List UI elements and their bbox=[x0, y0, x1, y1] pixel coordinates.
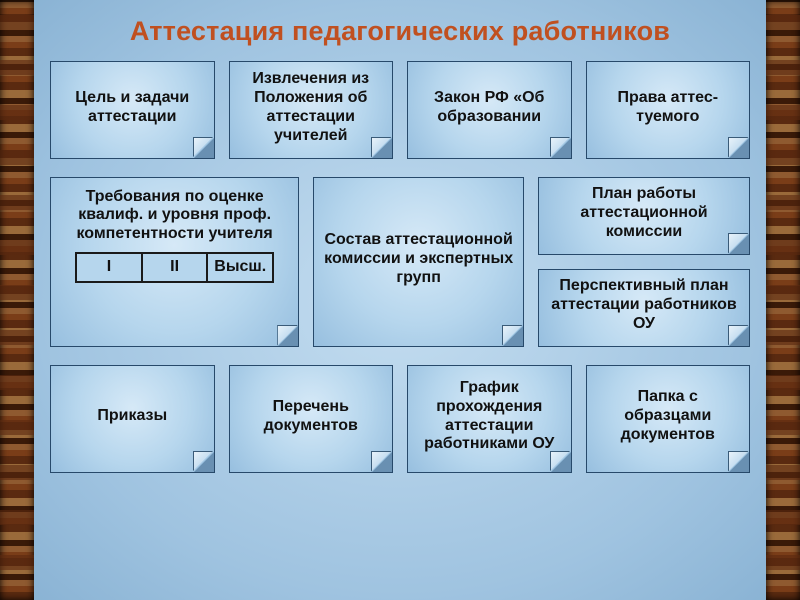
card-label: Цель и задачи аттестации bbox=[59, 89, 206, 127]
card-label: Приказы bbox=[97, 407, 167, 426]
card-label: Состав аттестационной комиссии и эксперт… bbox=[322, 231, 515, 288]
card-label: Права аттес-туемого bbox=[595, 89, 742, 127]
card-label: План работы аттестационной комиссии bbox=[547, 185, 741, 242]
card-sample-folder[interactable]: Папка с образцами документов bbox=[586, 365, 751, 473]
ornamental-border-right bbox=[766, 0, 800, 600]
card-document-list[interactable]: Перечень документов bbox=[229, 365, 394, 473]
row-3: Приказы Перечень документов График прохо… bbox=[50, 365, 750, 473]
card-requirements[interactable]: Требования по оценке квалиф. и уровня пр… bbox=[50, 177, 299, 347]
row-1: Цель и задачи аттестации Извлечения из П… bbox=[50, 61, 750, 159]
card-commission-plan[interactable]: План работы аттестационной комиссии bbox=[538, 177, 750, 255]
card-label: Перспективный план аттестации работников… bbox=[547, 277, 741, 334]
card-schedule[interactable]: График прохождения аттестации работникам… bbox=[407, 365, 572, 473]
card-rights[interactable]: Права аттес-туемого bbox=[586, 61, 751, 159]
card-goals[interactable]: Цель и задачи аттестации bbox=[50, 61, 215, 159]
card-perspective-plan[interactable]: Перспективный план аттестации работников… bbox=[538, 269, 750, 347]
card-law-rf[interactable]: Закон РФ «Об образовании bbox=[407, 61, 572, 159]
card-label: Извлечения из Положения об аттестации уч… bbox=[238, 70, 385, 146]
page-title: Аттестация педагогических работников bbox=[50, 16, 750, 47]
category-cell-highest[interactable]: Высш. bbox=[208, 254, 272, 281]
card-regulation-excerpts[interactable]: Извлечения из Положения об аттестации уч… bbox=[229, 61, 394, 159]
slide-frame: Аттестация педагогических работников Цел… bbox=[0, 0, 800, 600]
card-label: Перечень документов bbox=[238, 398, 385, 436]
card-label: Папка с образцами документов bbox=[595, 388, 742, 445]
slide-content: Аттестация педагогических работников Цел… bbox=[34, 0, 766, 600]
right-column: План работы аттестационной комиссии Перс… bbox=[538, 177, 750, 347]
category-table: I II Высш. bbox=[75, 252, 274, 283]
category-cell-1[interactable]: I bbox=[77, 254, 143, 281]
card-label: Закон РФ «Об образовании bbox=[416, 89, 563, 127]
card-commission-composition[interactable]: Состав аттестационной комиссии и эксперт… bbox=[313, 177, 524, 347]
card-orders[interactable]: Приказы bbox=[50, 365, 215, 473]
category-cell-2[interactable]: II bbox=[143, 254, 209, 281]
card-label: График прохождения аттестации работникам… bbox=[416, 379, 563, 455]
ornamental-border-left bbox=[0, 0, 34, 600]
row-2: Требования по оценке квалиф. и уровня пр… bbox=[50, 177, 750, 347]
card-label: Требования по оценке квалиф. и уровня пр… bbox=[59, 188, 290, 245]
